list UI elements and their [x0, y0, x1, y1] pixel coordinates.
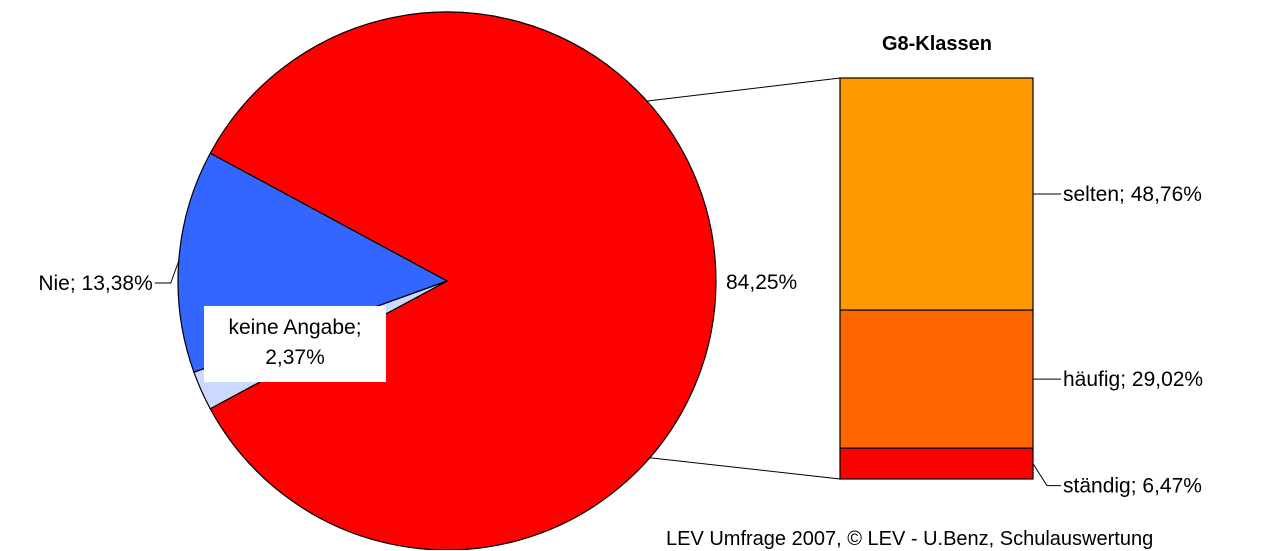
- bar-segment-selten: [839, 77, 1034, 311]
- pie-slice-rest: [209, 11, 717, 550]
- bar-label-selten: selten; 48,76%: [1063, 183, 1202, 206]
- pie-label-rest: 84,25%: [726, 271, 797, 294]
- bar-label-haeufig: häufig; 29,02%: [1063, 368, 1203, 391]
- bar-title: G8-Klassen: [882, 33, 992, 55]
- bar-segment-staendig: [839, 447, 1034, 480]
- bar-segment-haeufig: [839, 309, 1034, 449]
- pie-chart: [177, 11, 717, 550]
- stacked-bar: [839, 77, 1034, 480]
- pie-label-keine-angabe: keine Angabe; 2,37%: [204, 306, 386, 382]
- leader-line-nie: [154, 260, 180, 284]
- pie-label-nie: Nie; 13,38%: [38, 272, 152, 295]
- label-line: keine Angabe;: [228, 316, 361, 339]
- label-box: [204, 306, 386, 382]
- data-labels: 84,25% keine Angabe; 2,37% Nie; 13,38% selte…: [38, 183, 1203, 498]
- label-line: 2,37%: [265, 346, 325, 369]
- bar-label-staendig: ständig; 6,47%: [1063, 475, 1202, 498]
- leader-line-staendig: [1032, 463, 1061, 487]
- source-note: LEV Umfrage 2007, © LEV - U.Benz, Schula…: [666, 528, 1154, 550]
